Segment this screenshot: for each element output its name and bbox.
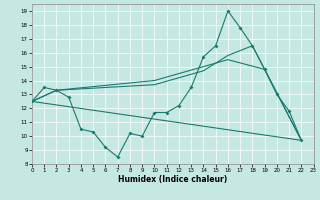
X-axis label: Humidex (Indice chaleur): Humidex (Indice chaleur): [118, 175, 228, 184]
